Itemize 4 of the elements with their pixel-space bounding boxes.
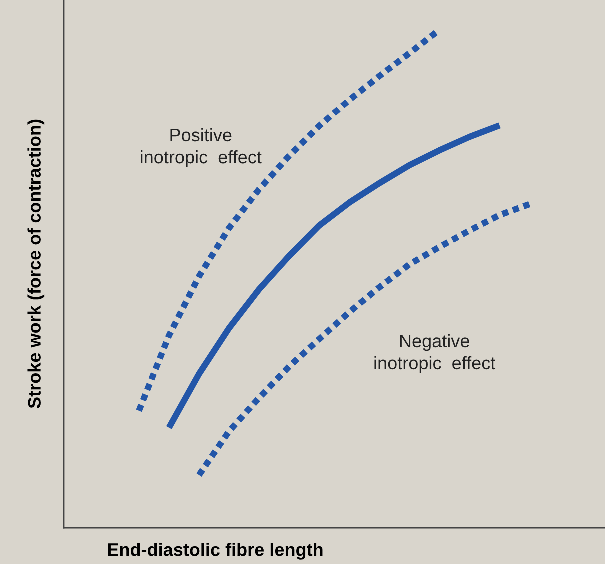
annotation: Positive inotropic effect — [141, 128, 262, 168]
y-axis-title: Stroke work (force of contraction) — [28, 120, 45, 408]
annotation: Negative inotropic effect — [374, 334, 496, 374]
x-axis-title: End-diastolic fibre length — [108, 543, 323, 560]
